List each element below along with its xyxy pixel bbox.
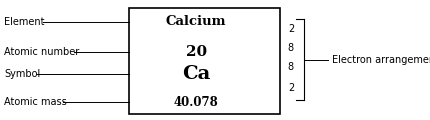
Text: 8: 8: [287, 43, 293, 53]
Bar: [129, 8, 280, 114]
Text: Symbol: Symbol: [4, 69, 40, 79]
Text: Element: Element: [4, 17, 45, 27]
Text: Atomic mass: Atomic mass: [4, 97, 67, 107]
Text: Calcium: Calcium: [166, 15, 226, 28]
Text: 2: 2: [287, 83, 293, 93]
Text: 2: 2: [287, 24, 293, 34]
Text: Electron arrangement: Electron arrangement: [331, 55, 430, 65]
Text: 40.078: 40.078: [173, 96, 218, 108]
Text: 20: 20: [185, 45, 206, 59]
Text: Atomic number: Atomic number: [4, 47, 80, 57]
Text: Ca: Ca: [181, 65, 210, 83]
Text: 8: 8: [287, 62, 293, 72]
